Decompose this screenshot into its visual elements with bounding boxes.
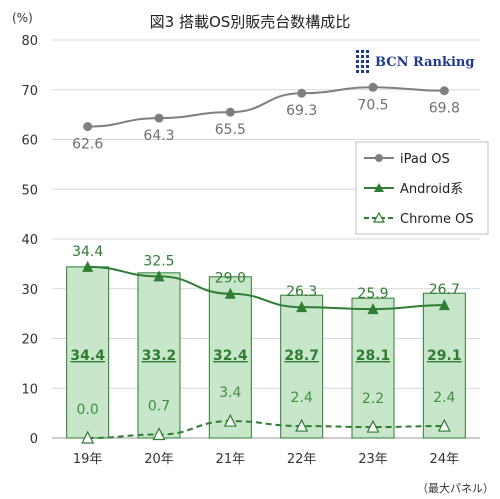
point-value-label: 2.4 — [291, 390, 313, 406]
point-value-label: 70.5 — [357, 97, 388, 113]
point-marker — [296, 301, 308, 313]
point-value-label: 3.4 — [219, 385, 241, 401]
x-tick-label: 24年 — [430, 452, 460, 467]
bcn-logo: BCN Ranking — [356, 50, 474, 73]
axis-note: （最大パネル） — [417, 481, 494, 495]
point-value-label: 26.3 — [286, 284, 317, 300]
point-marker — [224, 287, 236, 299]
legend-label: Android系 — [400, 182, 463, 197]
point-value-label: 62.6 — [72, 137, 103, 153]
legend-label: Chrome OS — [400, 212, 474, 227]
legend-items: iPad OS Android系 Chrome OS — [364, 152, 474, 227]
point-marker — [83, 122, 93, 132]
point-marker — [367, 303, 379, 315]
y-tick-label: 30 — [21, 283, 38, 298]
point-value-label: 0.0 — [77, 402, 99, 418]
point-value-label: 69.8 — [429, 101, 460, 117]
legend: iPad OS Android系 Chrome OS — [355, 141, 489, 235]
point-marker — [81, 430, 95, 444]
legend-marker — [375, 154, 383, 162]
legend-marker — [372, 211, 386, 223]
point-marker — [437, 418, 451, 432]
bar — [208, 276, 252, 439]
point-marker — [438, 299, 450, 311]
point-value-label: 25.9 — [357, 286, 388, 302]
point-value-label: 2.2 — [362, 391, 384, 407]
bar-value-label: 32.4 — [213, 348, 248, 364]
point-value-label: 65.5 — [215, 122, 246, 138]
bar — [280, 294, 324, 439]
bar — [351, 297, 395, 439]
y-tick-label: 0 — [30, 432, 38, 447]
point-marker — [439, 86, 449, 96]
x-tick-label: 23年 — [358, 452, 388, 467]
point-value-label: 64.3 — [143, 128, 174, 144]
point-value-label: 32.5 — [143, 253, 174, 269]
y-tick-label: 70 — [21, 84, 38, 99]
x-tick-label: 21年 — [216, 452, 246, 467]
point-value-label: 2.4 — [433, 390, 455, 406]
point-marker — [152, 427, 166, 441]
x-tick-label: 19年 — [73, 452, 103, 467]
point-value-label: 69.3 — [286, 103, 317, 119]
x-tick-label: 20年 — [144, 452, 174, 467]
point-marker — [225, 107, 235, 117]
bars — [66, 266, 466, 439]
bar-value-label: 33.2 — [142, 348, 177, 364]
point-marker — [295, 418, 309, 432]
point-marker — [368, 82, 378, 92]
point-marker — [223, 413, 237, 427]
y-tick-label: 10 — [21, 382, 38, 397]
point-marker — [153, 270, 165, 282]
chart-title: 図3 搭載OS別販売台数構成比 — [150, 13, 351, 31]
point-value-label: 26.7 — [429, 282, 460, 298]
point-marker — [366, 419, 380, 433]
y-axis-ticks: 0 10 20 30 40 50 60 70 80 — [21, 34, 38, 447]
y-tick-label: 40 — [21, 233, 38, 248]
unit-label: (%) — [12, 11, 33, 25]
point-marker — [82, 260, 94, 272]
point-value-label: 0.7 — [148, 399, 170, 415]
series-line — [87, 265, 445, 311]
y-tick-label: 20 — [21, 333, 38, 348]
point-value-label: 29.0 — [215, 271, 246, 287]
point-marker — [154, 113, 164, 123]
point-marker — [297, 88, 307, 98]
legend-marker — [374, 183, 384, 192]
y-tick-label: 80 — [21, 34, 38, 49]
series-line — [87, 86, 445, 128]
logo-text: BCN Ranking — [375, 55, 474, 70]
y-tick-label: 60 — [21, 134, 38, 149]
x-axis-ticks: 19年 20年 21年 22年 23年 24年 — [73, 452, 459, 467]
bar-value-label: 28.7 — [284, 348, 319, 364]
x-tick-label: 22年 — [287, 452, 317, 467]
point-value-label: 34.4 — [72, 244, 103, 260]
logo-mark — [356, 50, 369, 73]
bar-value-label: 34.4 — [70, 348, 105, 364]
bar-value-label: 29.1 — [427, 348, 462, 364]
bar — [66, 266, 110, 439]
bar — [422, 292, 466, 439]
gridlines — [52, 39, 480, 439]
y-tick-label: 50 — [21, 183, 38, 198]
series-line — [87, 420, 445, 439]
data-labels: 34.4 33.2 32.4 28.7 28.1 29.1 62.6 64.3 65.5 69.3… — [70, 97, 461, 418]
series-lines — [81, 82, 451, 444]
bar-value-label: 28.1 — [356, 348, 391, 364]
legend-label: iPad OS — [400, 152, 450, 167]
